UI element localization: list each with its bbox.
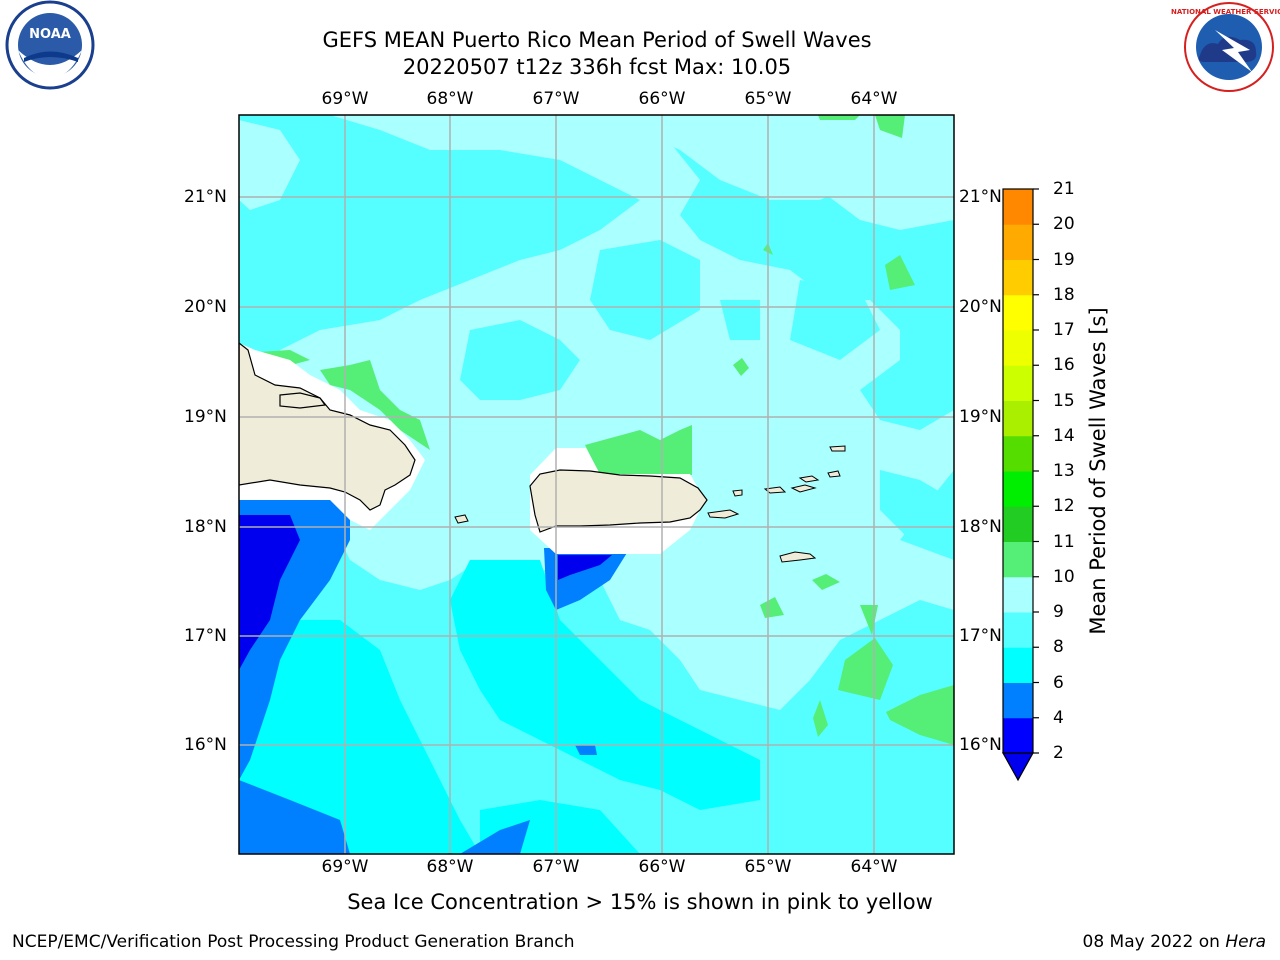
land-hispaniola [239, 342, 416, 511]
footer-date: 08 May 2022 on Hera [1083, 932, 1267, 952]
lon-label-bottom: 68°W [426, 857, 474, 877]
lon-label-top: 65°W [744, 89, 792, 109]
colorbar-tick-label: 14 [1053, 425, 1075, 446]
colorbar-segment [1003, 717, 1033, 754]
colorbar-tick-label: 16 [1053, 355, 1075, 376]
nws-logo: NATIONAL WEATHER SERVICE [1171, 2, 1280, 92]
colorbar-tick-label: 21 [1053, 179, 1075, 199]
map-subtitle: 20220507 t12z 336h fcst Max: 10.05 [402, 55, 792, 79]
lat-label-left: 21°N [184, 187, 227, 207]
colorbar-segment [1003, 612, 1033, 648]
colorbar-segment [1003, 541, 1033, 578]
lat-label-left: 16°N [184, 735, 227, 755]
colorbar-label: Mean Period of Swell Waves [s] [1086, 307, 1110, 635]
colorbar-segment [1003, 400, 1033, 437]
colorbar-tick-label: 10 [1053, 566, 1075, 587]
noaa-logo: NOAA [5, 0, 95, 90]
colorbar-tick-label: 18 [1053, 284, 1075, 305]
colorbar-tick-label: 6 [1053, 672, 1064, 693]
colorbar-tick-label: 17 [1053, 320, 1075, 340]
lat-label-right: 18°N [959, 517, 1002, 537]
lon-label-bottom: 67°W [532, 857, 580, 877]
colorbar-segment [1003, 682, 1033, 719]
colorbar-tick-label: 15 [1053, 390, 1075, 411]
map-title: GEFS MEAN Puerto Rico Mean Period of Swe… [322, 28, 872, 52]
lat-label-left: 17°N [184, 626, 227, 646]
footer-date-text: 08 May 2022 on [1082, 932, 1226, 952]
colorbar-tick-label: 4 [1053, 707, 1064, 728]
colorbar-tick-label: 13 [1053, 461, 1075, 481]
lat-label-left: 20°N [184, 297, 227, 317]
lon-label-top: 64°W [850, 89, 898, 109]
nws-logo-text: NATIONAL WEATHER SERVICE [1171, 8, 1280, 16]
lon-label-top: 69°W [321, 89, 369, 109]
swell-period-field [239, 115, 954, 854]
colorbar-tick-label: 8 [1053, 637, 1064, 658]
lat-label-right: 20°N [959, 297, 1002, 317]
colorbar-tick-label: 9 [1053, 602, 1064, 622]
colorbar-segment [1003, 471, 1033, 507]
lon-label-bottom: 64°W [850, 857, 898, 877]
colorbar-segment [1003, 224, 1033, 260]
lat-label-left: 19°N [184, 407, 227, 427]
lon-label-top: 67°W [532, 89, 580, 109]
lon-label-bottom: 66°W [638, 857, 686, 877]
colorbar-tick-label: 20 [1053, 214, 1075, 235]
colorbar-segment [1003, 294, 1033, 331]
colorbar-underflow [1001, 752, 1035, 782]
lat-label-left: 18°N [184, 517, 227, 537]
footer-host: Hera [1225, 932, 1266, 952]
colorbar-segment [1003, 647, 1033, 683]
colorbar [1001, 188, 1039, 782]
lon-label-bottom: 65°W [744, 857, 792, 877]
colorbar-segment [1003, 365, 1033, 401]
colorbar-segment [1003, 435, 1033, 472]
lat-label-right: 21°N [959, 187, 1002, 207]
colorbar-tick-label: 12 [1053, 496, 1075, 517]
lon-label-bottom: 69°W [321, 857, 369, 877]
graticule [239, 115, 954, 854]
colorbar-tick-label: 11 [1053, 531, 1075, 552]
map-frame [238, 114, 955, 855]
colorbar-tick-label: 2 [1053, 743, 1064, 763]
colorbar-segment [1003, 189, 1033, 225]
lat-label-right: 17°N [959, 626, 1002, 646]
colorbar-segment [1003, 259, 1033, 296]
lon-label-top: 66°W [638, 89, 686, 109]
lat-label-right: 19°N [959, 407, 1002, 427]
colorbar-segment [1003, 576, 1033, 613]
footer-credit: NCEP/EMC/Verification Post Processing Pr… [12, 932, 575, 952]
lat-label-right: 16°N [959, 735, 1002, 755]
lon-label-top: 68°W [426, 89, 474, 109]
colorbar-segment [1003, 330, 1033, 366]
colorbar-segment [1003, 506, 1033, 542]
noaa-logo-text: NOAA [29, 27, 71, 42]
sea-ice-note: Sea Ice Concentration > 15% is shown in … [347, 890, 933, 914]
colorbar-tick-label: 19 [1053, 249, 1075, 270]
